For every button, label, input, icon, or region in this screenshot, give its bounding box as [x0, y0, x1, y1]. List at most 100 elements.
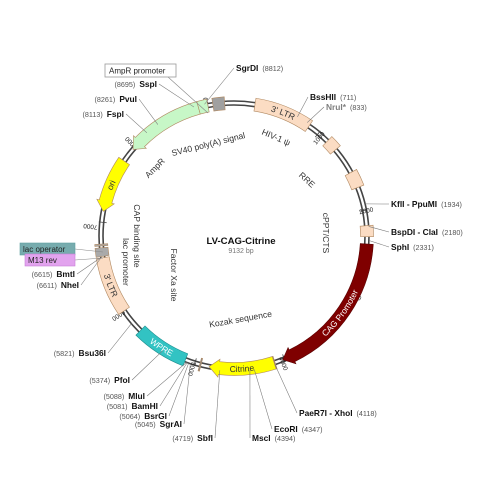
- site-name-sspi: SspI: [139, 79, 157, 89]
- restriction-site-labels: SgrDI (8812)(8695) SspI(8261) PvuI(8113) Fsp…: [32, 63, 463, 443]
- feature-rre: [344, 169, 365, 191]
- tick-mark: [359, 209, 368, 212]
- site-pos-bsu36i: (5821): [54, 349, 75, 358]
- site-name-bsrgi: BsrGI: [144, 411, 167, 421]
- site-pos-bmti: (6615): [32, 270, 53, 279]
- ampr-promoter-leader: [167, 76, 209, 114]
- site-leader-sgrai: [183, 363, 191, 425]
- site-pos-msci: (4394): [275, 434, 296, 443]
- feature-label-cppt: cPPT/CTS: [321, 213, 331, 254]
- site-leader-sspi: [158, 83, 195, 108]
- site-mlui: (5088) MluI: [103, 391, 145, 401]
- feature-cag: [282, 243, 374, 365]
- site-pos-sbfi: (4719): [172, 434, 193, 443]
- site-leader-bamhi: [159, 362, 188, 407]
- site-bsshii: BssHII (711): [310, 92, 356, 102]
- site-leader-pvui: [138, 98, 159, 125]
- site-name-bspdi-clai: BspDI - ClaI: [391, 227, 438, 237]
- site-pos-bspdi-clai: (2180): [442, 228, 463, 237]
- lac-operator-leader: [74, 248, 104, 253]
- feature-label-hiv-psi: HIV-1 ψ: [260, 127, 292, 148]
- m13-rev-label: M13 rev: [28, 256, 57, 265]
- feature-label-path-ori: ori: [105, 178, 118, 191]
- center-title: LV-CAG-Citrine 9132 bp: [206, 236, 275, 255]
- site-nrui: NruI* (833): [326, 102, 367, 112]
- site-pos-pfoi: (5374): [89, 376, 110, 385]
- site-pos-bsrgi: (5064): [119, 412, 140, 421]
- feature-label-factor-xa: Factor Xa site: [169, 248, 179, 301]
- site-leader-bspdi-clai: [368, 226, 390, 233]
- tick-label: 7000: [83, 222, 98, 230]
- site-leader-pfoi: [131, 350, 163, 381]
- site-leader-lines: [76, 67, 390, 439]
- site-leader-bsu36i: [107, 323, 132, 354]
- site-sbfi: (4719) SbfI: [172, 433, 213, 443]
- feature-wpre: [135, 325, 189, 367]
- site-pos-sspi: (8695): [115, 80, 136, 89]
- feature-ltr5: [253, 97, 314, 132]
- site-leader-nhei: [80, 257, 102, 286]
- site-bmti: (6615) BmtI: [32, 269, 75, 279]
- site-pos-bsshii: (711): [340, 93, 356, 102]
- feature-citrine: [208, 356, 277, 378]
- site-name-sphi: SphI: [391, 242, 409, 252]
- site-leader-bsrgi: [168, 363, 189, 417]
- site-name-paer7i-xhoi: PaeR7I - XhoI: [299, 408, 353, 418]
- lac-operator-label: lac operator: [23, 245, 66, 254]
- feature-sv40: [211, 96, 226, 112]
- site-pos-kfli-ppumi: (1934): [441, 200, 462, 209]
- site-nhei: (6611) NheI: [37, 280, 79, 290]
- boxed-feature-labels: AmpR promoter lac operator M13 rev: [19, 63, 209, 267]
- m13-rev-leader: [74, 257, 104, 261]
- site-pos-pvui: (8261): [95, 95, 116, 104]
- feature-label-kozak: Kozak sequence: [208, 309, 273, 330]
- site-bamhi: (5081) BamHI: [107, 401, 158, 411]
- plasmid-size: 9132 bp: [228, 248, 253, 255]
- feature-label-path-cag: CAG Promoter: [320, 288, 360, 338]
- site-leader-nrui: [307, 106, 325, 123]
- feature-lac-promoter: [94, 246, 110, 258]
- site-name-bmti: BmtI: [56, 269, 75, 279]
- feature-ampr: [132, 101, 201, 150]
- tick-label: 5000: [186, 361, 197, 377]
- site-leader-bmti: [76, 257, 101, 275]
- site-name-sgrai: SgrAI: [160, 419, 182, 429]
- feature-label-path-citrine: Citrine: [230, 363, 255, 375]
- ampr-promoter-label: AmpR promoter: [109, 67, 166, 76]
- feature-label-ori: ori: [105, 178, 118, 191]
- site-bsu36i: (5821) Bsu36I: [54, 348, 106, 358]
- m13-rev-box: [24, 253, 76, 267]
- site-bsrgi: (5064) BsrGI: [119, 411, 167, 421]
- site-leader-sphi: [368, 240, 390, 248]
- feature-ori: [96, 156, 130, 212]
- site-name-mlui: MluI: [128, 391, 145, 401]
- site-name-bamhi: BamHI: [131, 401, 158, 411]
- site-name-fspi: FspI: [107, 109, 124, 119]
- site-pos-sgrai: (5045): [135, 420, 156, 429]
- site-name-bsu36i: Bsu36I: [79, 348, 106, 358]
- feature-label-lac-promoter: lac promoter: [121, 238, 131, 286]
- site-leader-bsshii: [297, 96, 309, 117]
- site-name-sbfi: SbfI: [197, 433, 213, 443]
- feature-ampr-promoter: [196, 98, 210, 115]
- site-leader-paer7i-xhoi: [274, 364, 298, 414]
- tick-label: 2000: [359, 206, 375, 216]
- site-name-bsshii: BssHII: [310, 92, 336, 102]
- plasmid-name: LV-CAG-Citrine: [206, 236, 275, 247]
- feature-label-citrine: Citrine: [230, 363, 255, 375]
- site-pos-sgrdi: (8812): [262, 64, 283, 73]
- tick-mark: [98, 221, 107, 224]
- site-name-sgrdi: SgrDI: [236, 63, 258, 73]
- site-name-msci: MscI: [252, 433, 271, 443]
- site-name-pvui: PvuI: [119, 94, 137, 104]
- site-bspdi-clai: BspDI - ClaI (2180): [391, 227, 463, 237]
- ampr-promoter-box: [104, 63, 177, 78]
- site-msci: MscI (4394): [252, 433, 295, 443]
- site-leader-mlui: [146, 362, 187, 397]
- site-pos-paer7i-xhoi: (4118): [357, 409, 377, 418]
- site-sgrdi: SgrDI (8812): [236, 63, 283, 73]
- site-sphi: SphI (2331): [391, 242, 434, 252]
- site-name-nhei: NheI: [61, 280, 79, 290]
- site-pfoi: (5374) PfoI: [89, 375, 130, 385]
